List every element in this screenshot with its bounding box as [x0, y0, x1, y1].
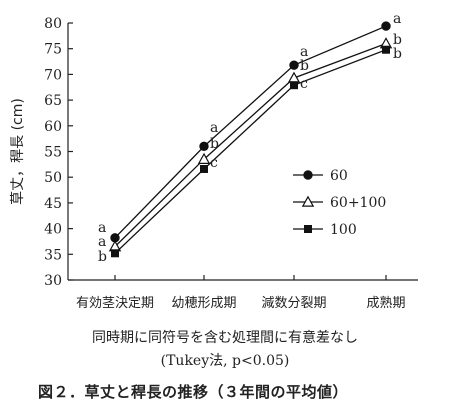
y-tick-label: 45	[44, 196, 62, 212]
data-point	[199, 141, 209, 152]
y-tick-label: 60	[44, 119, 62, 135]
data-point	[290, 81, 298, 90]
significance-letter: b	[300, 58, 309, 74]
x-category-label: 有効茎決定期	[76, 296, 154, 311]
significance-letter: b	[210, 136, 219, 152]
significance-letter: a	[300, 44, 308, 60]
y-tick-label: 50	[44, 170, 62, 186]
x-category-label: 減数分裂期	[261, 295, 326, 311]
significance-letter: a	[98, 234, 106, 250]
line-chart: 30 35 40 45 50 55 60 65 70 75 80 有効茎決定期 幼穂形成期 減数分裂期 成熟…	[10, 11, 418, 311]
data-point	[287, 71, 301, 83]
data-point	[381, 21, 391, 31]
y-tick-label: 55	[44, 145, 62, 161]
legend-label: 60	[330, 168, 348, 184]
data-point	[200, 164, 208, 173]
data-point	[382, 45, 390, 54]
y-tick-label: 75	[44, 42, 62, 58]
y-tick-label: 65	[44, 93, 62, 109]
figure-caption: 図２．草丈と稈長の推移（３年間の平均値）	[38, 383, 349, 401]
significance-letter: a	[98, 220, 106, 236]
significance-letter: a	[393, 11, 401, 27]
x-category-label: 成熟期	[366, 295, 405, 311]
data-point	[289, 60, 299, 70]
y-tick-label: 35	[44, 247, 62, 263]
significance-letter: c	[210, 155, 218, 171]
y-tick-label: 30	[44, 273, 62, 289]
data-point	[111, 249, 119, 258]
legend-label: 60+100	[330, 195, 386, 211]
test-method-note: (Tukey法, p<0.05)	[160, 353, 290, 369]
significance-letter: b	[393, 32, 402, 48]
significance-letter: a	[210, 120, 218, 136]
significance-note: 同時期に同符号を含む処理間に有意差なし	[92, 330, 358, 346]
y-tick-label: 70	[44, 67, 62, 83]
significance-letter: b	[393, 46, 402, 62]
series-line-0	[114, 25, 387, 239]
legend-marker	[301, 195, 315, 207]
series-line-1	[114, 42, 387, 248]
x-category-label: 幼穂形成期	[171, 296, 236, 311]
series-line-2	[114, 49, 387, 254]
legend-marker	[303, 170, 313, 180]
data-point	[197, 152, 211, 164]
significance-letter: b	[98, 249, 107, 265]
y-axis-title: 草丈，稈長 (cm)	[10, 98, 26, 205]
y-tick-label: 80	[44, 16, 62, 32]
legend-marker	[304, 225, 312, 233]
legend-label: 100	[330, 222, 357, 238]
y-tick-label: 40	[44, 222, 62, 238]
significance-letter: c	[300, 76, 308, 92]
